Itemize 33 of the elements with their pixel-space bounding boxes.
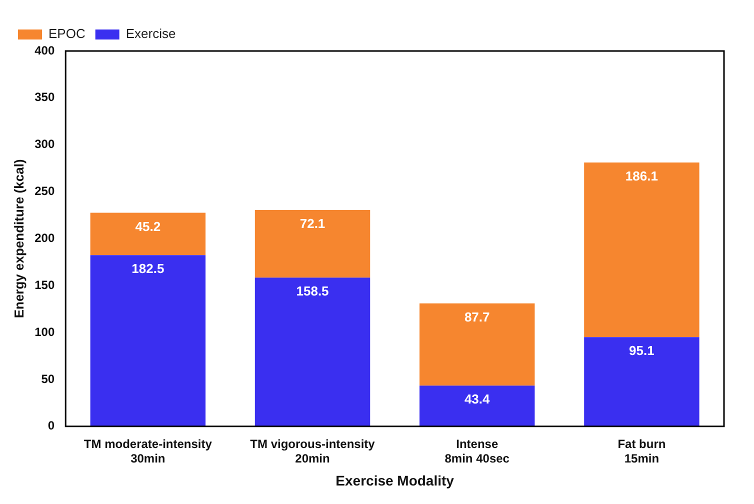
data-label: 45.2 bbox=[135, 218, 161, 234]
legend-label: EPOC bbox=[48, 26, 86, 42]
data-label: 95.1 bbox=[629, 343, 654, 358]
bar bbox=[420, 303, 535, 386]
y-tick-label: 350 bbox=[34, 90, 55, 104]
y-axis-title: Energy expenditure (kcal) bbox=[11, 159, 26, 318]
data-label: 182.5 bbox=[132, 261, 164, 276]
y-tick-label: 250 bbox=[34, 184, 55, 198]
y-tick-label: 100 bbox=[34, 324, 55, 339]
data-label: 186.1 bbox=[625, 168, 658, 184]
x-tick-label: Fat burn 15min bbox=[618, 436, 666, 466]
legend-label: Exercise bbox=[126, 26, 176, 42]
x-tick-label: TM moderate-intensity 30min bbox=[84, 436, 212, 466]
bar bbox=[90, 255, 206, 426]
bar bbox=[254, 210, 370, 278]
x-tick-label: Intense 8min 40sec bbox=[444, 436, 510, 466]
bar bbox=[90, 212, 206, 256]
x-tick-label: TM vigorous-intensity 20min bbox=[250, 436, 376, 466]
y-tick-label: 300 bbox=[34, 137, 55, 152]
y-tick-label: 150 bbox=[34, 278, 55, 292]
data-label: 87.7 bbox=[464, 309, 490, 324]
bar bbox=[584, 162, 700, 338]
y-tick-label: 200 bbox=[34, 231, 55, 246]
x-axis-title: Exercise Modality bbox=[336, 472, 454, 488]
bar bbox=[584, 337, 700, 426]
bar bbox=[420, 386, 535, 426]
y-tick-label: 50 bbox=[41, 372, 55, 386]
y-tick-label: 400 bbox=[34, 43, 55, 58]
data-label: 158.5 bbox=[296, 284, 329, 299]
data-label: 43.4 bbox=[464, 392, 491, 407]
y-tick-label: 0 bbox=[48, 418, 55, 433]
bar bbox=[254, 278, 370, 426]
data-label: 72.1 bbox=[300, 216, 326, 232]
